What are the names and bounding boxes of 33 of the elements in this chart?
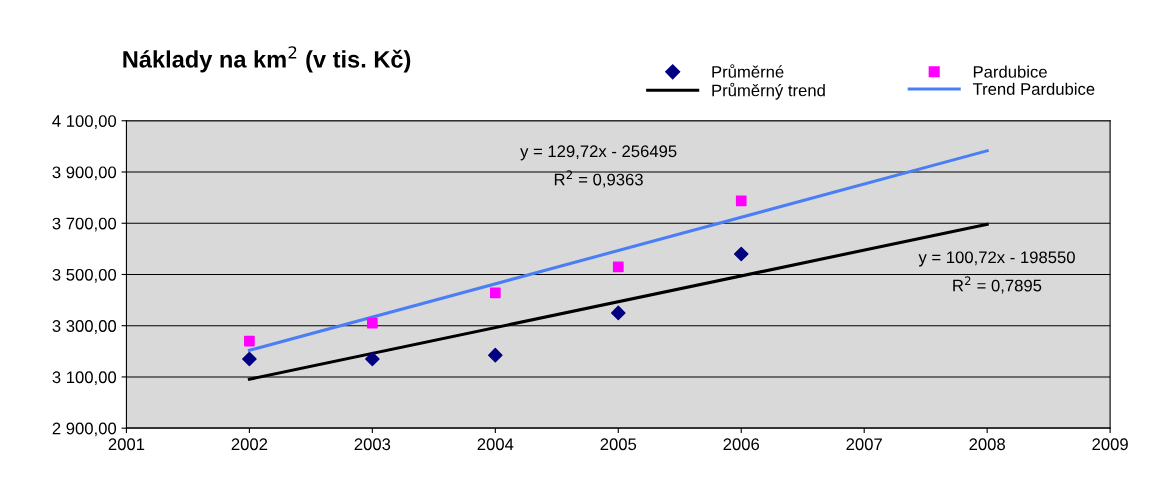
legend-label: Pardubice: [973, 65, 1047, 78]
point: [488, 347, 503, 363]
point: [244, 335, 255, 347]
y-tick-label: 3 700,00: [52, 217, 117, 232]
x-tick-label: 2001: [108, 438, 145, 451]
point: [242, 351, 257, 367]
legend-label: Průměrný trend: [712, 82, 825, 100]
annotation: y = 129,72x - 256495 R$^{2}$ = 0,9363: [520, 145, 677, 188]
y-tick-label: 2 900,00: [52, 422, 117, 437]
legend-label: Trend Pardubice: [972, 82, 1095, 95]
annotation: y = 100,72x - 198550 R$^{2}$ = 0,7895: [918, 251, 1075, 294]
legend-label: Průměrné: [712, 64, 784, 78]
chart-title: Náklady na km$^{2}$ (v tis. Kč): [123, 46, 411, 73]
point: [735, 195, 747, 207]
y-tick-label: 3 500,00: [52, 268, 117, 283]
point: [733, 246, 749, 262]
y-tick-label: 3 300,00: [52, 320, 117, 334]
point: [489, 287, 501, 299]
point: [367, 317, 378, 329]
point: [365, 351, 380, 367]
point: [610, 305, 626, 321]
y-tick-label: 4 100,00: [52, 115, 117, 129]
x-tick-label: 2007: [846, 438, 882, 451]
point: [612, 261, 624, 273]
x-tick-label: 2006: [723, 438, 760, 451]
x-tick-label: 2005: [600, 438, 637, 451]
x-tick-label: 2002: [231, 438, 268, 451]
x-tick-label: 2004: [477, 438, 514, 451]
x-tick-label: 2009: [1092, 438, 1128, 451]
x-tick-label: 2003: [354, 438, 391, 451]
x-tick-label: 2008: [969, 438, 1005, 451]
y-tick-label: 3 100,00: [52, 371, 117, 386]
y-tick-label: 3 900,00: [52, 166, 117, 181]
